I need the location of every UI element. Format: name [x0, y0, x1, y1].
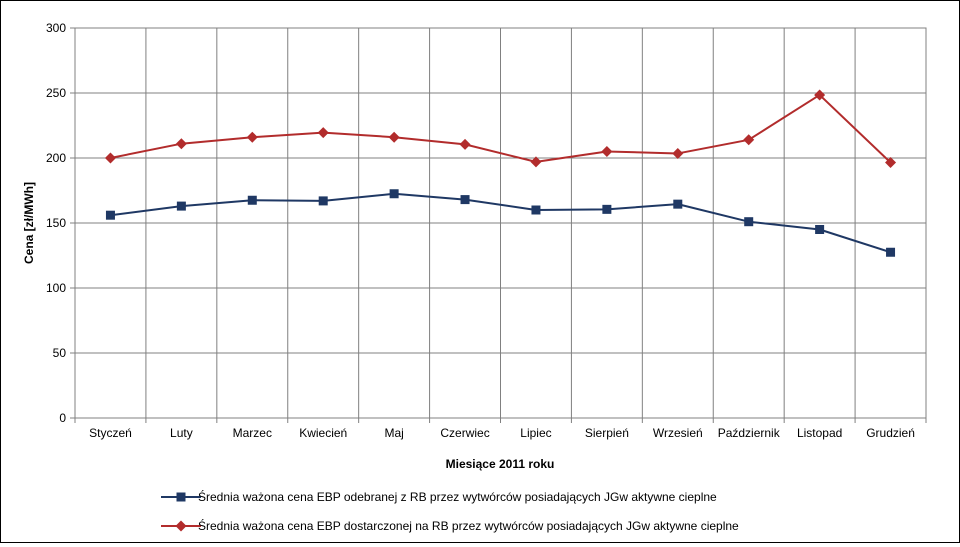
data-point-square [744, 217, 754, 227]
series-2 [104, 89, 897, 169]
data-point-diamond [104, 152, 116, 164]
x-tick-label: Czerwiec [440, 426, 489, 440]
x-tick-label: Październik [718, 426, 781, 440]
data-point-diamond [175, 138, 187, 150]
data-point-diamond [601, 146, 613, 157]
data-point-diamond [317, 127, 329, 139]
y-tick-label: 250 [46, 86, 66, 100]
legend-marker-square [176, 492, 186, 502]
series-1 [105, 189, 896, 257]
legend-marker-diamond [175, 520, 187, 532]
data-point-square [531, 205, 541, 215]
x-tick-label: Maj [384, 426, 403, 440]
y-tick-label: 200 [46, 151, 66, 165]
series-line-2 [110, 93, 892, 164]
data-point-square [886, 247, 896, 257]
data-point-square [602, 204, 612, 214]
y-axis-ticks [70, 27, 75, 419]
x-tick-label: Listopad [797, 426, 842, 440]
legend-entry-series-1: Średnia ważona cena EBP odebranej z RB p… [161, 489, 717, 504]
data-point-diamond [743, 134, 755, 146]
series-line-1 [110, 192, 891, 254]
data-point-square [247, 195, 257, 205]
data-point-square [673, 199, 683, 209]
horizontal-gridlines [75, 92, 926, 354]
y-axis-tick-labels: 0 50 100 150 200 250 300 [46, 21, 66, 425]
y-tick-label: 50 [53, 346, 67, 360]
data-point-diamond [246, 131, 258, 143]
data-point-diamond [388, 131, 400, 143]
data-point-diamond [672, 147, 684, 159]
data-point-diamond [530, 156, 542, 168]
legend-label-series-1: Średnia ważona cena EBP odebranej z RB p… [198, 489, 717, 504]
x-tick-label: Kwiecień [299, 426, 347, 440]
data-point-square [389, 189, 399, 199]
data-point-square [460, 195, 470, 205]
data-point-square [176, 201, 186, 211]
x-tick-label: Sierpień [585, 426, 629, 440]
x-tick-label: Lipiec [520, 426, 551, 440]
x-tick-label: Grudzień [866, 426, 915, 440]
x-axis-ticks [74, 418, 927, 423]
data-point-diamond [885, 157, 897, 169]
x-axis-tick-labels: Styczeń Luty Marzec Kwiecień Maj Czerwiec Lipi… [89, 426, 915, 440]
data-point-square [318, 196, 328, 206]
y-tick-label: 300 [46, 21, 66, 35]
data-point-square [105, 210, 115, 220]
x-tick-label: Luty [170, 426, 193, 440]
y-tick-label: 100 [46, 281, 66, 295]
x-tick-label: Marzec [233, 426, 272, 440]
y-axis-title: Cena [zł/MWh] [22, 182, 36, 264]
x-axis-title: Miesiące 2011 roku [446, 457, 555, 471]
y-tick-label: 0 [59, 411, 66, 425]
x-tick-label: Wrzesień [653, 426, 703, 440]
y-tick-label: 150 [46, 216, 66, 230]
series-layer [104, 89, 897, 257]
legend: Średnia ważona cena EBP odebranej z RB p… [161, 489, 739, 533]
legend-label-series-2: Średnia ważona cena EBP dostarczonej na … [198, 518, 739, 533]
data-point-diamond [459, 138, 471, 150]
data-point-diamond [814, 89, 826, 101]
legend-entry-series-2: Średnia ważona cena EBP dostarczonej na … [161, 518, 739, 533]
x-tick-label: Styczeń [89, 426, 132, 440]
data-point-square [815, 225, 825, 234]
